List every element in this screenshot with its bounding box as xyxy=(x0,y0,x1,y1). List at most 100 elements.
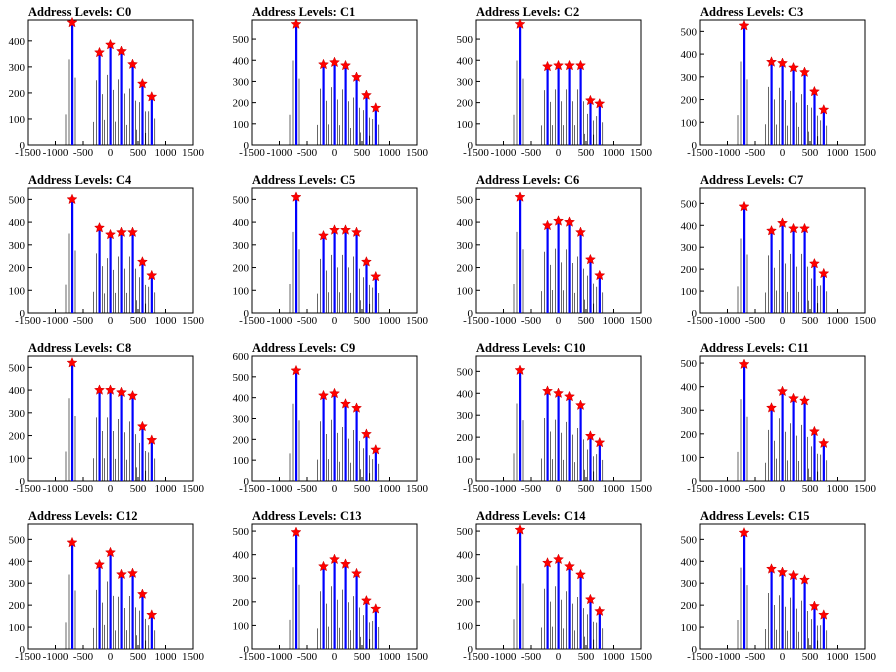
level-bar xyxy=(770,62,773,145)
y-tick-label: 100 xyxy=(681,622,698,634)
x-tick-label: 0 xyxy=(780,483,786,495)
chart-svg-c6: Address Levels: C60100200300400500-1500-… xyxy=(457,173,653,327)
chart-title: Address Levels: C13 xyxy=(252,509,362,523)
peak-star-marker xyxy=(290,526,302,538)
chart-panel-c3: Address Levels: C3 0 100 200 300 400 500 -1500-… xyxy=(672,0,896,168)
chart-title: Address Levels: C9 xyxy=(252,341,355,355)
level-bar xyxy=(120,392,123,481)
level-bar xyxy=(546,391,549,481)
chart-panel-c0: Address Levels: C0 0 100 200 300 400 -1500 -100… xyxy=(0,0,224,168)
level-bar xyxy=(813,431,816,481)
x-tick-label: 1500 xyxy=(406,483,429,495)
chart-title: Address Levels: C3 xyxy=(700,5,803,19)
y-tick-label: 400 xyxy=(457,388,474,400)
peak-star-marker xyxy=(738,200,750,212)
level-bar xyxy=(579,574,582,649)
peak-star-marker xyxy=(328,387,341,399)
peak-star-marker xyxy=(317,389,330,401)
chart-title: Address Levels: C0 xyxy=(28,5,131,19)
peak-star-marker xyxy=(350,402,363,413)
level-bar xyxy=(141,261,144,313)
y-tick-label: 100 xyxy=(457,620,474,632)
peak-star-marker xyxy=(339,59,352,71)
peak-star-marker xyxy=(541,60,554,72)
y-tick-label: 500 xyxy=(457,366,474,378)
peak-star-marker xyxy=(360,89,372,100)
level-bar xyxy=(322,235,325,313)
x-tick-label: -1000 xyxy=(491,147,517,159)
level-bar xyxy=(150,275,153,313)
x-tick-label: 1500 xyxy=(182,651,205,663)
x-tick-label: 0 xyxy=(108,147,114,159)
x-tick-label: -500 xyxy=(521,651,542,663)
peak-star-marker xyxy=(584,593,596,605)
chart-panel-c14: Address Levels: C14 0 100 200 300 400 500 -1500… xyxy=(448,504,672,672)
level-bar xyxy=(333,62,336,146)
chart-svg-c8: Address Levels: C80100200300400500-1500-… xyxy=(9,341,205,495)
y-tick-label: 500 xyxy=(681,534,698,546)
y-tick-label: 300 xyxy=(9,408,26,420)
peak-star-marker xyxy=(552,553,565,565)
x-tick-label: -500 xyxy=(521,315,542,327)
peak-star-marker xyxy=(115,568,128,580)
level-bar xyxy=(792,575,795,649)
level-bar xyxy=(598,275,601,313)
level-bar xyxy=(109,390,112,481)
level-bar xyxy=(322,64,325,145)
x-tick-label: -500 xyxy=(297,315,318,327)
level-bar xyxy=(374,107,377,145)
level-bar xyxy=(120,574,123,649)
peak-star-marker xyxy=(818,609,830,620)
x-tick-label: -1000 xyxy=(491,483,517,495)
peak-star-marker xyxy=(146,90,158,102)
y-tick-label: 100 xyxy=(233,119,250,131)
chart-title: Address Levels: C2 xyxy=(476,5,579,19)
peak-star-marker xyxy=(808,85,820,97)
level-bar xyxy=(781,572,784,649)
peak-star-marker xyxy=(93,221,106,233)
y-tick-label: 0 xyxy=(692,644,698,656)
y-tick-label: 300 xyxy=(681,578,698,590)
peak-star-marker xyxy=(370,603,382,614)
level-bar xyxy=(792,398,795,481)
y-tick-label: 200 xyxy=(457,263,474,275)
chart-panel-c15: Address Levels: C15 0 100 200 300 400 500 -1500… xyxy=(672,504,896,672)
x-tick-label: 1500 xyxy=(854,483,877,495)
peak-star-marker xyxy=(370,270,382,282)
x-tick-label: 500 xyxy=(130,315,147,327)
level-bar xyxy=(150,615,153,649)
chart-svg-c0: Address Levels: C0 0 100 200 300 400 -1500 -100… xyxy=(9,5,205,159)
x-tick-label: 500 xyxy=(802,483,819,495)
x-tick-label: 1000 xyxy=(827,483,850,495)
y-tick-label: 100 xyxy=(681,286,698,298)
peak-star-marker xyxy=(818,437,830,449)
x-tick-label: -1000 xyxy=(715,315,741,327)
peak-star-marker xyxy=(594,605,606,617)
level-bar xyxy=(365,261,368,313)
chart-title: Address Levels: C6 xyxy=(476,173,579,187)
chart-panel-c4: Address Levels: C4 0 100 200 300 400 500 -1500-… xyxy=(0,168,224,336)
y-tick-label: 100 xyxy=(233,455,250,467)
x-tick-label: -1500 xyxy=(687,147,713,159)
peak-star-marker xyxy=(290,191,302,202)
chart-panel-c13: Address Levels: C13 0 100 200 300 400 500 -1500… xyxy=(224,504,448,672)
level-bar xyxy=(344,403,347,481)
y-tick-label: 100 xyxy=(681,452,698,464)
y-tick-label: 500 xyxy=(233,372,250,384)
peak-star-marker xyxy=(584,94,596,106)
chart-title: Address Levels: C11 xyxy=(700,341,809,355)
x-tick-label: -1500 xyxy=(463,651,489,663)
y-tick-label: 0 xyxy=(20,140,26,152)
x-tick-label: 0 xyxy=(780,315,786,327)
x-tick-label: -1000 xyxy=(491,651,517,663)
y-tick-label: 300 xyxy=(457,76,474,88)
peak-star-marker xyxy=(552,59,565,71)
peak-star-marker xyxy=(136,588,148,599)
peak-star-marker xyxy=(765,402,778,413)
chart-panel-c9: Address Levels: C9 0 100 200 300 400 500 600 -15… xyxy=(224,336,448,504)
y-tick-label: 400 xyxy=(233,55,250,67)
x-tick-label: -500 xyxy=(297,651,318,663)
y-tick-label: 400 xyxy=(681,49,698,61)
y-tick-label: 500 xyxy=(457,526,474,538)
x-tick-label: 0 xyxy=(108,483,114,495)
